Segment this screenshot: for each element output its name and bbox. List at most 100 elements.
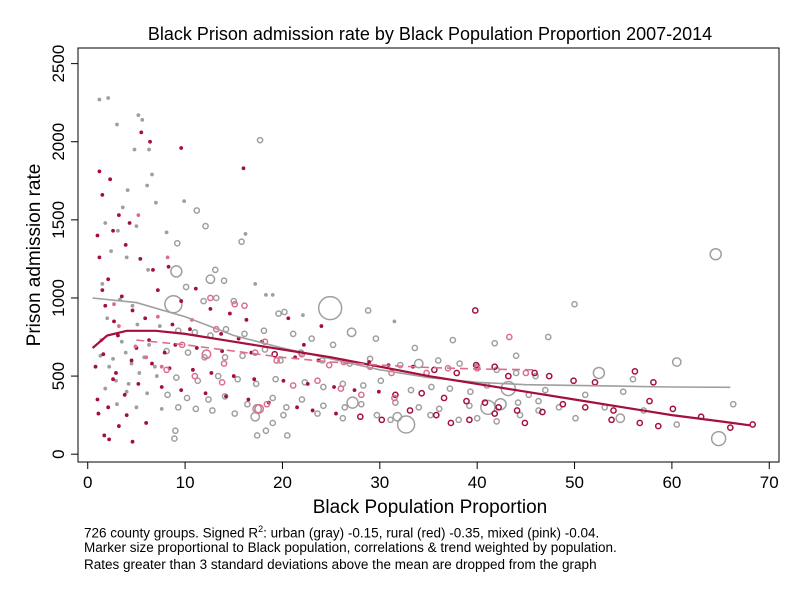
urban-point bbox=[234, 375, 242, 383]
urban-point bbox=[364, 307, 372, 314]
y-tick-label: 0 bbox=[49, 449, 68, 458]
urban-point bbox=[283, 432, 291, 439]
urban-point bbox=[173, 239, 181, 247]
mixed-point bbox=[136, 213, 141, 218]
mixed-point bbox=[289, 382, 297, 389]
urban-point bbox=[98, 353, 103, 358]
rural-point bbox=[495, 403, 502, 411]
rural-point bbox=[231, 374, 236, 378]
rural-point bbox=[281, 378, 286, 383]
urban-point bbox=[289, 330, 297, 338]
urban-point bbox=[357, 400, 365, 408]
rural-point bbox=[295, 405, 299, 410]
urban-point bbox=[592, 366, 606, 380]
urban-point bbox=[243, 232, 248, 236]
rural-point bbox=[114, 371, 118, 375]
rural-point bbox=[224, 394, 228, 399]
urban-point bbox=[253, 432, 261, 439]
urban-point bbox=[241, 330, 248, 338]
rural-point bbox=[319, 324, 324, 328]
rural-point bbox=[356, 413, 364, 421]
rural-point bbox=[378, 416, 386, 424]
urban-point bbox=[270, 292, 275, 297]
urban-point bbox=[238, 238, 245, 246]
rural-point bbox=[244, 317, 249, 322]
urban-point bbox=[252, 380, 260, 388]
rural-point bbox=[123, 242, 128, 247]
urban-point bbox=[396, 361, 404, 369]
urban-point bbox=[221, 353, 229, 361]
rural-point bbox=[301, 342, 306, 347]
urban-point bbox=[182, 199, 187, 204]
rural-point bbox=[144, 421, 149, 425]
rural-point bbox=[472, 361, 480, 369]
y-tick-label: 2000 bbox=[49, 123, 68, 161]
rural-point bbox=[513, 407, 521, 414]
rural-point bbox=[166, 264, 171, 269]
urban-point bbox=[115, 122, 119, 127]
urban-point bbox=[317, 295, 343, 321]
rural-point bbox=[219, 331, 224, 336]
urban-point bbox=[220, 277, 228, 285]
rural-point bbox=[119, 294, 124, 299]
rural-point bbox=[305, 381, 310, 386]
urban-point bbox=[372, 335, 380, 342]
rural-point bbox=[139, 130, 144, 135]
urban-point bbox=[387, 416, 394, 424]
urban-point bbox=[105, 316, 110, 321]
rural-point bbox=[162, 350, 167, 355]
urban-point bbox=[260, 327, 268, 335]
mixed-point bbox=[263, 400, 271, 408]
urban-point bbox=[183, 394, 191, 402]
mixed-point bbox=[220, 360, 228, 367]
rural-point bbox=[252, 377, 257, 382]
urban-point bbox=[230, 297, 238, 305]
rural-point bbox=[332, 385, 336, 389]
rural-point bbox=[466, 416, 473, 424]
rural-point bbox=[406, 407, 414, 414]
urban-point bbox=[109, 249, 114, 253]
rural-point bbox=[559, 400, 567, 408]
rural-point bbox=[545, 372, 553, 380]
rural-point bbox=[100, 288, 105, 293]
urban-point bbox=[466, 402, 473, 410]
rural-point bbox=[491, 363, 499, 371]
urban-point bbox=[415, 403, 423, 411]
urban-point bbox=[532, 372, 539, 380]
urban-point bbox=[671, 357, 682, 367]
x-tick-label: 30 bbox=[370, 473, 389, 492]
rural-point bbox=[286, 316, 291, 321]
rural-point bbox=[155, 288, 160, 293]
rural-point bbox=[521, 419, 529, 427]
rural-point bbox=[392, 391, 399, 399]
mixed-point bbox=[273, 357, 280, 364]
rural-point bbox=[107, 437, 112, 442]
urban-point bbox=[377, 377, 385, 385]
urban-point bbox=[174, 403, 182, 411]
rural-point bbox=[539, 408, 546, 416]
mixed-point bbox=[159, 364, 164, 369]
rural-point bbox=[334, 411, 338, 416]
urban-trend-line bbox=[92, 297, 731, 389]
x-tick-label: 20 bbox=[273, 473, 292, 492]
mixed-point bbox=[231, 300, 239, 308]
urban-point bbox=[571, 300, 578, 308]
urban-point bbox=[116, 228, 120, 233]
urban-point bbox=[320, 383, 327, 391]
urban-point bbox=[111, 356, 115, 361]
mixed-point bbox=[155, 314, 160, 319]
urban-point bbox=[308, 335, 316, 342]
urban-point bbox=[103, 221, 108, 225]
urban-point bbox=[164, 230, 169, 235]
urban-point bbox=[214, 372, 222, 380]
rural-point bbox=[143, 316, 148, 321]
urban-point bbox=[134, 405, 139, 410]
urban-point bbox=[615, 413, 626, 424]
urban-point bbox=[209, 407, 216, 414]
rural-point bbox=[646, 397, 653, 405]
urban-point bbox=[205, 396, 212, 403]
rural-point bbox=[190, 367, 195, 372]
urban-point bbox=[145, 391, 150, 396]
urban-point bbox=[182, 283, 190, 291]
